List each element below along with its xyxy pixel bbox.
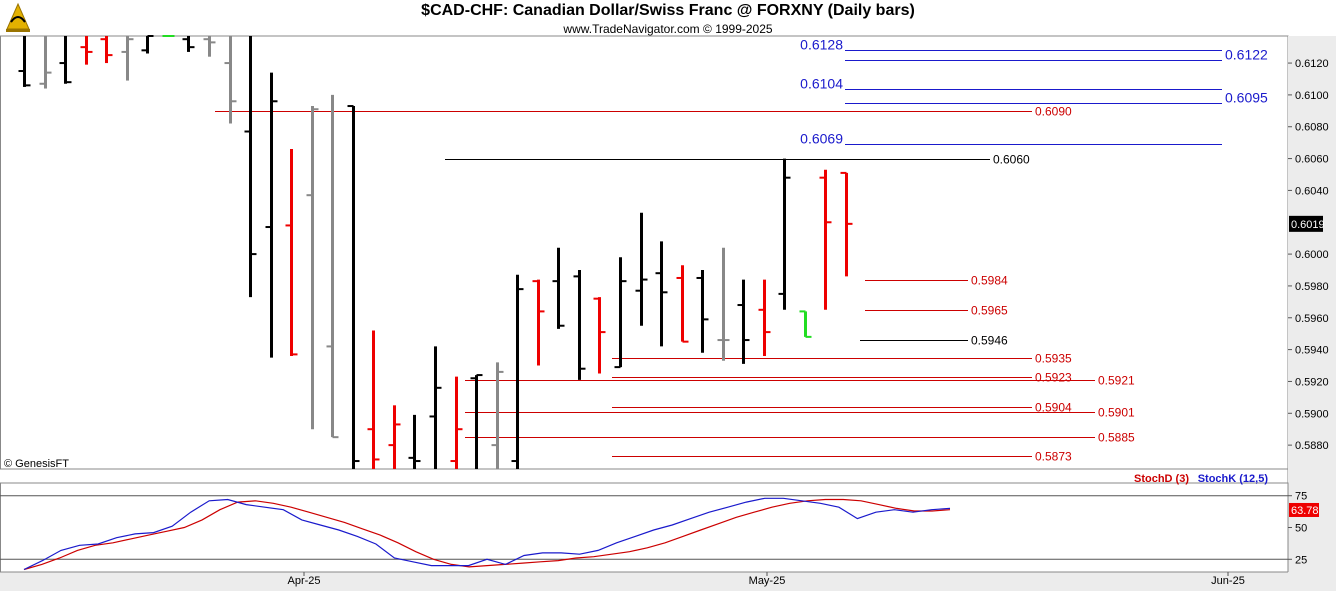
time-axis: Apr-25 May-25 Jun-25 — [287, 572, 1245, 587]
stoch-tick-label: 50 — [1295, 523, 1307, 535]
ohlc-bar — [80, 36, 93, 65]
ohlc-bar — [306, 106, 319, 430]
ohlc-bar — [59, 36, 72, 84]
ohlc-bar — [100, 36, 113, 64]
ohlc-bar — [367, 330, 380, 469]
chart-frame — [0, 35, 1336, 591]
ohlc-bar — [491, 362, 504, 469]
price-tick-label: 0.5920 — [1295, 376, 1329, 388]
copyright-label: © GenesisFT — [4, 458, 69, 470]
price-tick-label: 0.5900 — [1295, 408, 1329, 420]
last-price-label: 0.6019 — [1291, 219, 1325, 231]
ohlc-bar — [717, 247, 730, 361]
price-tick-label: 0.6100 — [1295, 90, 1329, 102]
level-label-0.6060: 0.6060 — [993, 153, 1030, 167]
price-tick-label: 0.6040 — [1295, 185, 1329, 197]
level-label-0.5965: 0.5965 — [971, 304, 1008, 318]
level-label-0.6122: 0.6122 — [1225, 47, 1268, 63]
level-labels: 0.6128 0.6122 0.6104 0.6095 0.6090 0.6069 0.60… — [800, 37, 1268, 464]
stoch-tick-label: 75 — [1295, 491, 1307, 503]
ohlc-bar — [470, 374, 483, 469]
time-tick-label: Apr-25 — [287, 575, 320, 587]
ohlc-bar — [18, 36, 31, 87]
ohlc-bar — [388, 405, 401, 469]
ohlc-bar — [573, 270, 586, 380]
level-label-0.6090: 0.6090 — [1035, 105, 1072, 119]
last-price-box — [1289, 215, 1323, 232]
axis-background — [1288, 36, 1336, 591]
stoch-last-box — [1289, 502, 1319, 517]
price-tick-label: 0.5980 — [1295, 281, 1329, 293]
ohlc-bar — [614, 257, 627, 369]
price-tick-label: 0.6080 — [1295, 122, 1329, 134]
stoch-panel-frame — [0, 482, 1289, 573]
ohlc-bar — [778, 158, 791, 310]
ohlc-bar — [224, 36, 237, 124]
stoch-last-label: 63.78 — [1291, 505, 1319, 517]
ohlc-bar — [450, 376, 463, 469]
ohlc-bar — [511, 274, 524, 469]
ohlc-bar — [552, 247, 565, 329]
ohlc-bar — [635, 212, 648, 326]
ohlc-bar — [121, 36, 134, 81]
ohlc-bar — [593, 297, 606, 374]
level-lines — [215, 50, 1222, 457]
time-tick-label: May-25 — [749, 575, 786, 587]
level-label-0.5946: 0.5946 — [971, 334, 1008, 348]
ohlc-bar — [737, 279, 750, 364]
ohlc-bar — [326, 94, 339, 439]
ohlc-bar — [532, 279, 545, 366]
ohlc-bar — [347, 105, 360, 469]
level-label-0.5901: 0.5901 — [1098, 406, 1135, 420]
level-label-0.5921: 0.5921 — [1098, 374, 1135, 388]
price-tick-label: 0.5960 — [1295, 313, 1329, 325]
stochastic-panel: 75 50 25 StochD (3) StochK (12,5) 63.78 — [0, 473, 1319, 571]
ohlc-bar — [840, 171, 853, 277]
level-label-0.5873: 0.5873 — [1035, 450, 1072, 464]
price-tick-label: 0.5940 — [1295, 345, 1329, 357]
price-tick-label: 0.6000 — [1295, 249, 1329, 261]
ohlc-bar — [799, 310, 812, 338]
ohlc-bar — [39, 36, 52, 89]
level-label-0.5935: 0.5935 — [1035, 352, 1072, 366]
price-tick-label: 0.6060 — [1295, 154, 1329, 166]
chart-subtitle: www.TradeNavigator.com © 1999-2025 — [563, 22, 773, 36]
ohlc-bar — [182, 36, 195, 52]
level-label-0.5904: 0.5904 — [1035, 401, 1072, 415]
price-tick-label: 0.5880 — [1295, 440, 1329, 452]
stoch-d-line — [23, 498, 951, 571]
ohlc-bars — [18, 35, 853, 469]
level-label-0.6095: 0.6095 — [1225, 90, 1268, 106]
ohlc-bar — [265, 72, 278, 358]
ohlc-bar — [819, 169, 832, 310]
legend-stoch-d: StochD (3) — [1134, 473, 1189, 485]
price-panel-frame — [0, 35, 1289, 470]
ohlc-bar — [141, 35, 154, 54]
ohlc-bar — [285, 149, 298, 356]
stoch-k-line — [23, 497, 951, 571]
legend-stoch-k: StochK (12,5) — [1198, 473, 1269, 485]
ohlc-bar — [244, 36, 257, 298]
ohlc-bar — [203, 36, 216, 57]
stoch-tick-label: 25 — [1295, 554, 1307, 566]
ohlc-bar — [429, 346, 442, 469]
price-tick-label: 0.6120 — [1295, 58, 1329, 70]
level-label-0.5984: 0.5984 — [971, 274, 1008, 288]
time-tick-label: Jun-25 — [1211, 575, 1245, 587]
ohlc-bar — [408, 414, 421, 469]
level-label-0.6104: 0.6104 — [800, 76, 843, 92]
trade-navigator-logo-icon — [6, 2, 30, 32]
level-label-0.6128: 0.6128 — [800, 37, 843, 53]
ohlc-bar — [655, 241, 668, 347]
level-label-0.5885: 0.5885 — [1098, 431, 1135, 445]
ohlc-bar — [758, 279, 771, 356]
chart-title: $CAD-CHF: Canadian Dollar/Swiss Franc @ … — [421, 2, 915, 19]
level-label-0.6069: 0.6069 — [800, 131, 843, 147]
time-axis-background — [0, 572, 1336, 591]
price-axis: 0.6120 0.6100 0.6080 0.6060 0.6040 0.6000 0.59… — [1288, 58, 1329, 452]
level-label-0.5923: 0.5923 — [1035, 371, 1072, 385]
ohlc-bar — [696, 270, 709, 353]
ohlc-bar — [676, 265, 689, 343]
